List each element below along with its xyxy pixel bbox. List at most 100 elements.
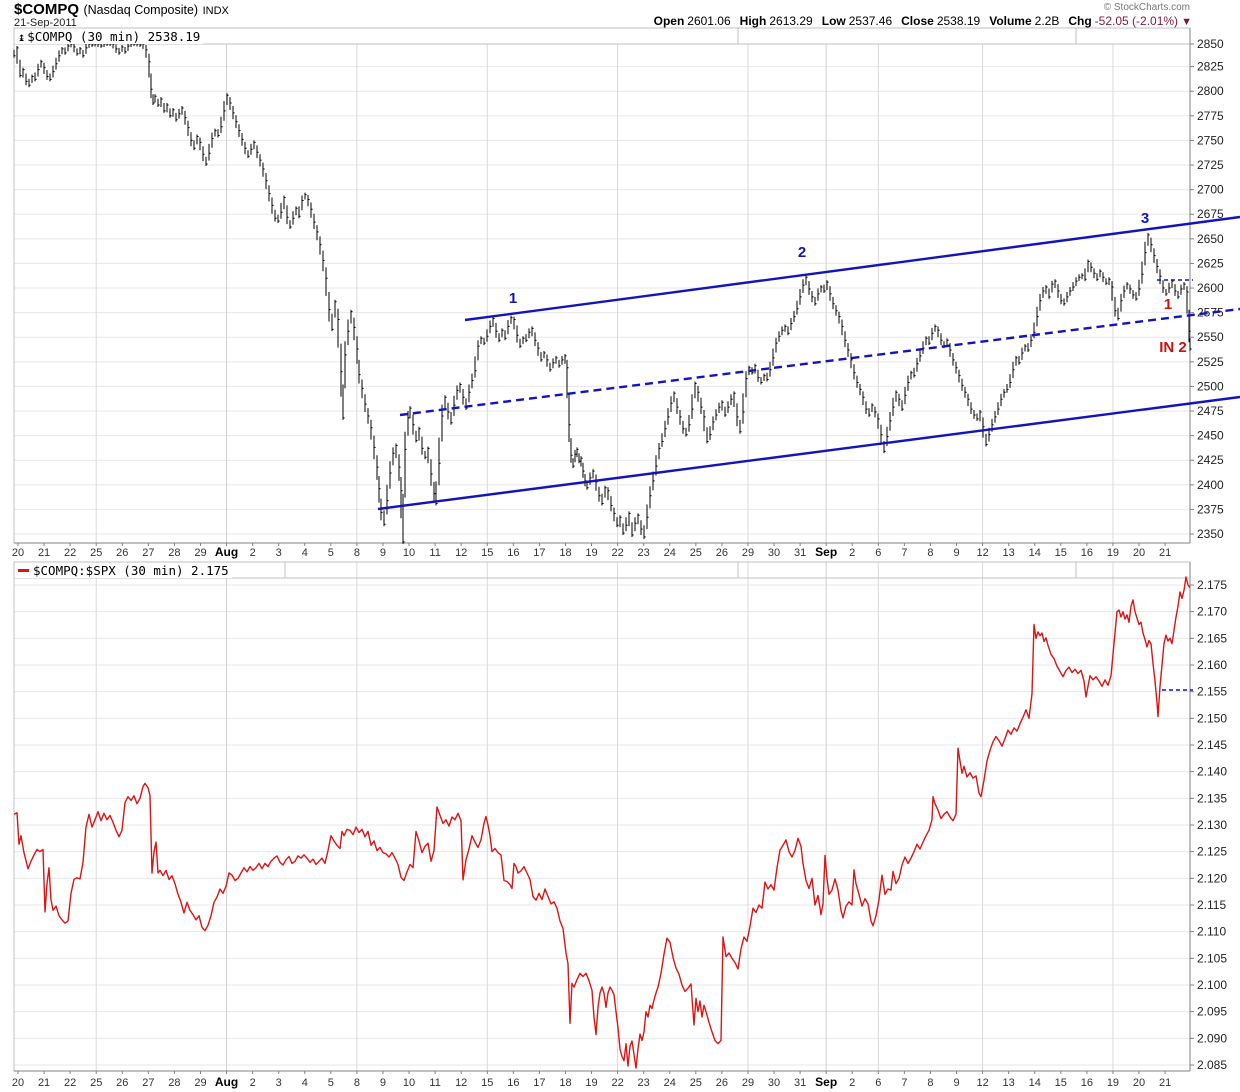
- panel1-legend[interactable]: ↨ $COMPQ (30 min) 2538.19: [15, 29, 204, 44]
- date-label: 29: [194, 547, 206, 559]
- date-label: 7: [901, 1077, 907, 1089]
- date-label: 8: [354, 1077, 360, 1089]
- wave-label-2: 2: [798, 244, 806, 261]
- date-label: Sep: [815, 545, 837, 559]
- y-axis-label: 2425: [1197, 453, 1224, 467]
- date-label: 26: [716, 1077, 728, 1089]
- quote-value-chg: -52.05 (-2.01%): [1094, 14, 1179, 28]
- y-axis-label: 2400: [1197, 478, 1224, 492]
- date-label: Sep: [815, 1075, 837, 1089]
- date-label: 3: [276, 1077, 282, 1089]
- date-label: 13: [1003, 547, 1015, 559]
- date-label: 13: [1003, 1077, 1015, 1089]
- date-label: 26: [116, 1077, 128, 1089]
- quote-value-low: 2537.46: [848, 14, 893, 28]
- exchange-label: INDX: [202, 5, 229, 17]
- y-axis-label: 2650: [1197, 232, 1224, 246]
- y-axis-label: 2375: [1197, 502, 1224, 516]
- date-label: 29: [194, 1077, 206, 1089]
- date-label: 6: [875, 547, 881, 559]
- date-label: 3: [276, 547, 282, 559]
- date-label: 26: [716, 547, 728, 559]
- ratio-line: [13, 576, 1191, 1069]
- date-label: 24: [664, 547, 676, 559]
- y-axis-label: 2575: [1197, 306, 1224, 320]
- symbol-name: (Nasdaq Composite): [83, 3, 199, 17]
- x-axis-labels: 20 21 22 25 26 27 28 29 Aug 2 3 4 5 8 9 10 11 12 15 16 17 18 1…: [12, 543, 1171, 1089]
- date-label: 26: [116, 547, 128, 559]
- date-label: 22: [611, 1077, 623, 1089]
- updown-arrow-icon: ↨: [18, 30, 26, 44]
- date-label: 17: [533, 547, 545, 559]
- quote-value-close: 2538.19: [936, 14, 981, 28]
- date-label: 12: [455, 1077, 467, 1089]
- red-line-swatch-icon: [18, 569, 29, 572]
- y-axis-label: 2.090: [1197, 1031, 1227, 1045]
- date-label: 25: [690, 547, 702, 559]
- date-label: 18: [559, 1077, 571, 1089]
- date-label: 18: [559, 547, 571, 559]
- date-label: 16: [1081, 547, 1093, 559]
- date-label: Aug: [215, 1075, 238, 1089]
- date-label: 25: [90, 1077, 102, 1089]
- date-label: 15: [481, 1077, 493, 1089]
- date-label: 21: [1159, 547, 1171, 559]
- date-label: 27: [142, 547, 154, 559]
- y-axis-label: 2850: [1197, 37, 1224, 51]
- y-axis-labels: 2850 2825 2800 2775 2750 2725 2700 2675 2650 2625…: [1190, 37, 1227, 1072]
- date-label: 16: [507, 547, 519, 559]
- date-label: 2: [849, 1077, 855, 1089]
- compq-spx-ratio-line: [13, 576, 1191, 1069]
- panel2-legend[interactable]: $COMPQ:$SPX (30 min) 2.175: [15, 563, 232, 578]
- date-label: 22: [611, 547, 623, 559]
- date-label: 20: [1133, 1077, 1145, 1089]
- quote-label-close: Close: [901, 14, 934, 28]
- date-label: 29: [742, 547, 754, 559]
- y-axis-label: 2.125: [1197, 845, 1227, 859]
- date-label: 19: [585, 1077, 597, 1089]
- y-axis-label: 2475: [1197, 404, 1224, 418]
- date-label: 23: [638, 1077, 650, 1089]
- y-axis-label: 2.085: [1197, 1058, 1227, 1072]
- date-label: 5: [328, 547, 334, 559]
- chg-down-arrow-icon[interactable]: ▼: [1178, 16, 1192, 28]
- date-label: 30: [768, 547, 780, 559]
- date-label: 28: [168, 547, 180, 559]
- date-label: 20: [1133, 547, 1145, 559]
- y-axis-label: 2700: [1197, 183, 1224, 197]
- quote-value-volume: 2.2B: [1034, 14, 1060, 28]
- quote-label-volume: Volume: [989, 14, 1032, 28]
- date-label: 2: [250, 1077, 256, 1089]
- y-axis-label: 2800: [1197, 84, 1224, 98]
- date-label: 21: [38, 1077, 50, 1089]
- date-label: 15: [1055, 547, 1067, 559]
- y-axis-label: 2.170: [1197, 605, 1227, 619]
- date-label: 30: [768, 1077, 780, 1089]
- symbol-label: $COMPQ: [14, 1, 80, 18]
- chart-title: $COMPQ (Nasdaq Composite) INDX: [14, 1, 229, 19]
- channel-top: [464, 215, 1240, 322]
- date-label: 22: [64, 547, 76, 559]
- date-label: 23: [638, 547, 650, 559]
- date-label: 21: [1159, 1077, 1171, 1089]
- y-axis-label: 2.175: [1197, 578, 1227, 592]
- date-label: 25: [690, 1077, 702, 1089]
- panel-frames: [13, 27, 1191, 1072]
- y-axis-label: 2.115: [1197, 898, 1226, 912]
- wave-label-3: 3: [1141, 210, 1149, 227]
- y-axis-label: 2550: [1197, 330, 1224, 344]
- y-axis-label: 2350: [1197, 527, 1224, 541]
- y-axis-label: 2.110: [1197, 925, 1226, 939]
- wave-annotations: 1 2 3 1 IN 2: [509, 210, 1187, 356]
- channel-bottom: [377, 395, 1240, 511]
- compq-ohlc-bars: [13, 43, 1192, 544]
- copyright-label[interactable]: © StockCharts.com: [1103, 2, 1190, 13]
- date-label: 19: [1107, 1077, 1119, 1089]
- date-label: 31: [794, 547, 806, 559]
- date-label: 5: [328, 1077, 334, 1089]
- quote-value-open: 2601.06: [687, 14, 731, 28]
- date-label: 24: [664, 1077, 676, 1089]
- y-axis-label: 2.130: [1197, 818, 1227, 832]
- y-axis-label: 2525: [1197, 355, 1224, 369]
